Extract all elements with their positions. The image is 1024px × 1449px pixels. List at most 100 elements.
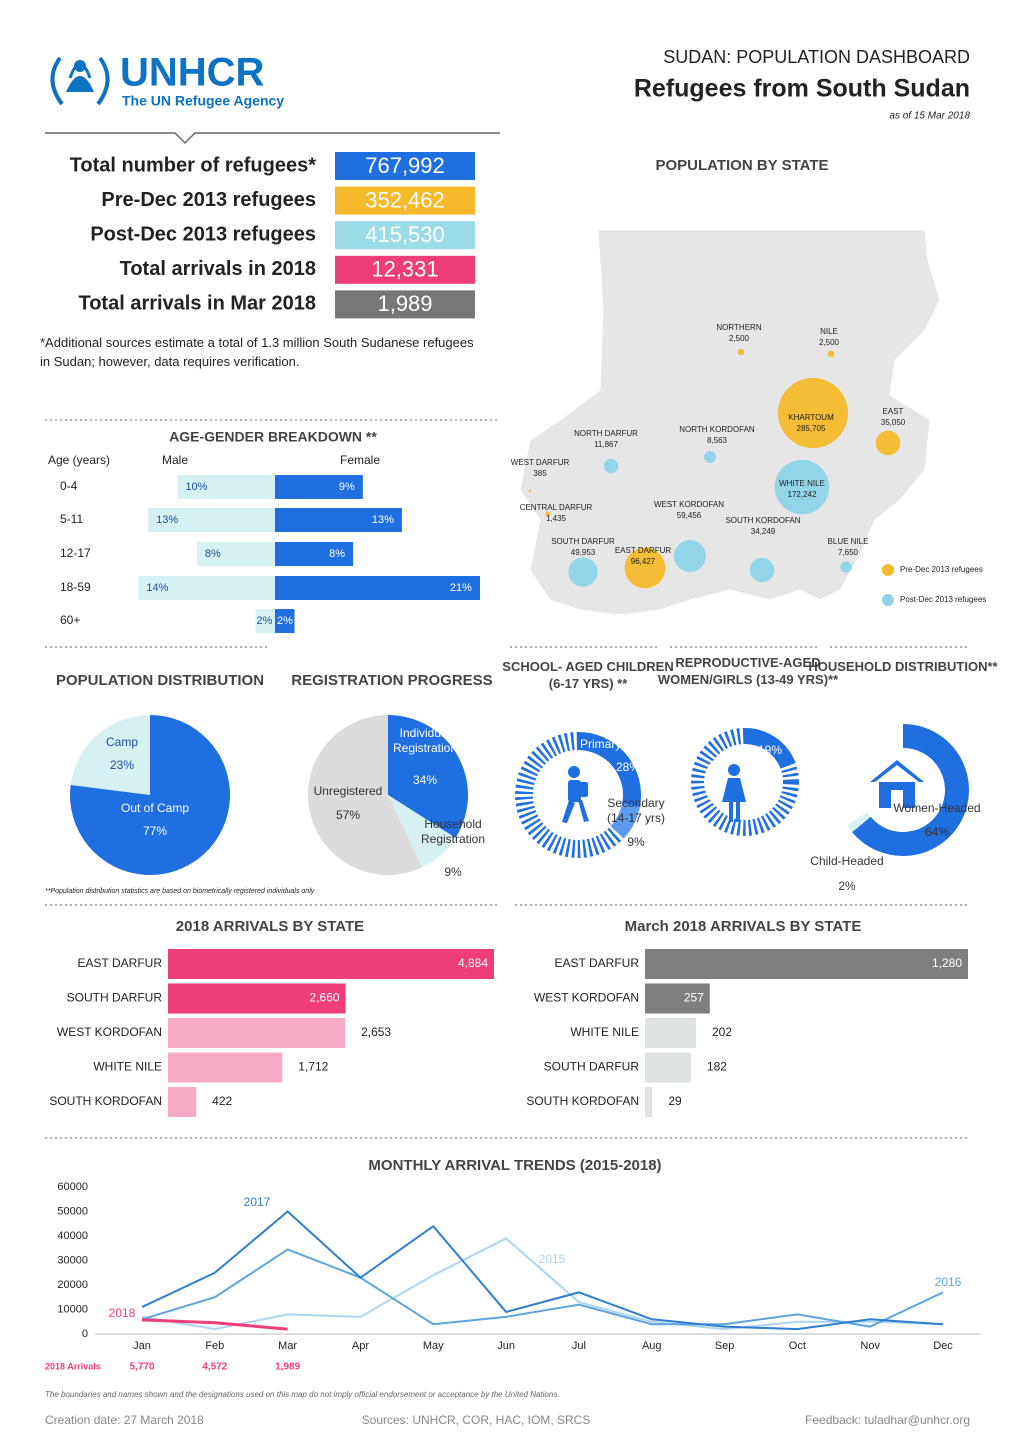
series-line [141,1210,944,1331]
state-name: CENTRAL DARFUR [520,503,593,512]
stat-box [335,221,475,250]
category-label: 0-4 [60,479,78,493]
x-tick-label: Feb [205,1340,224,1352]
axis-label: Age (years) [48,453,110,467]
stat-value: 12,331 [371,257,438,282]
pie-slice [388,715,468,838]
state-bubble [603,458,619,474]
unhcr-emblem [50,56,110,106]
donut-segment [852,724,969,856]
state-bubble [774,459,830,515]
category-label: WHITE NILE [93,1060,162,1074]
category-label: Household Registration [420,817,486,846]
value-label: 21% [450,582,472,594]
state-name: NORTH KORDOFAN [679,425,755,434]
category-label: Out of Camp [120,801,190,815]
value-label: 2,660 [310,991,340,1005]
y-tick-label: 0 [82,1328,88,1340]
value-label: 64% [925,825,949,839]
value-label: 28% [616,760,640,774]
stat-label: Total arrivals in 2018 [120,258,316,280]
state-value: 2,500 [819,338,840,347]
value-label: 13% [156,514,178,526]
kicker: SUDAN: POPULATION DASHBOARD [663,47,970,67]
state-bubble [875,430,901,456]
category-label: Secondary (14-17 yrs) [606,796,665,825]
sources: Sources: UNHCR, COR, HAC, IOM, SRCS [362,1413,591,1427]
x-tick-label: Apr [352,1340,369,1352]
legend-swatch [882,564,894,576]
y-tick-label: 10000 [57,1303,88,1315]
category-label: EAST DARFUR [78,956,163,970]
stat-label: Pre-Dec 2013 refugees [101,189,316,211]
value-label: 2,653 [361,1025,391,1039]
chart-title: POPULATION DISTRIBUTION [56,672,264,689]
state-bubble [737,348,745,356]
value-label: 4,884 [458,956,488,970]
value-label: 14% [146,582,168,594]
bar-female [275,475,363,499]
category-label: Individual Registration [392,726,458,755]
category-label: Child-Headed [810,854,884,868]
category-label: EAST DARFUR [555,956,640,970]
bar [168,1018,346,1048]
x-tick-label: Nov [860,1340,880,1352]
stat-value: 352,462 [365,187,445,212]
category-label: SOUTH KORDOFAN [49,1094,162,1108]
chart-title: HOUSEHOLD DISTRIBUTION** [808,659,998,674]
donut-segment [744,728,796,769]
value-label: 34% [413,773,437,787]
bar [645,1087,653,1117]
bar-female [275,508,402,532]
x-tick-label: Jul [572,1340,586,1352]
state-name: WHITE NILE [779,479,825,488]
value-label: 2% [838,879,856,893]
x-tick-label: Mar [278,1340,297,1352]
state-value: 49,953 [571,548,596,557]
category-label: Child-Headed [810,854,884,868]
value-label: 422 [212,1094,232,1108]
state-name: NORTH DARFUR [574,429,638,438]
y-tick-label: 50000 [57,1205,88,1217]
category-label: SOUTH DARFUR [67,991,163,1005]
child-icon [562,766,589,823]
category-label: Women-Headed [893,801,981,815]
category-label: WEST KORDOFAN [534,991,639,1005]
state-name: WEST KORDOFAN [654,500,724,509]
state-name: SOUTH KORDOFAN [725,516,800,525]
y-tick-label: 30000 [57,1254,88,1266]
value-label: 13% [372,514,394,526]
bar-male [177,475,275,499]
state-name: NILE [820,327,838,336]
bar-male [255,609,275,633]
date: as of 15 Mar 2018 [889,111,970,122]
series-name: 2017 [244,1195,271,1209]
value-label: 57% [336,808,360,822]
value-label: 5,770 [129,1362,154,1373]
state-name: NORTHERN [716,323,761,332]
category-label: Out of Camp [120,801,190,815]
value-label: 9% [627,835,645,849]
y-tick-label: 60000 [57,1181,88,1193]
chart-title: 2018 ARRIVALS BY STATE [176,918,364,935]
org-name: UNHCR [120,51,265,95]
page-title: Refugees from South Sudan [634,75,970,103]
series-name: 2015 [539,1252,566,1266]
state-value: 8,563 [707,436,728,445]
state-name: EAST DARFUR [615,546,672,555]
state-value: 1,435 [546,514,567,523]
bar [168,949,494,979]
category-label: Unregistered [314,784,383,798]
category-label: Secondary (14-17 yrs) [606,796,665,825]
sudan-map [519,229,941,616]
stat-value: 1,989 [377,291,432,316]
value-label: 1,712 [298,1060,328,1074]
category-label: Camp [105,735,138,749]
state-value: 35,050 [881,418,906,427]
state-bubble [749,557,775,583]
row-label: 2018 Arrivals [45,1361,101,1371]
category-label: Individual Registration [392,726,458,755]
stat-box [335,152,475,180]
x-tick-label: Aug [642,1340,662,1352]
